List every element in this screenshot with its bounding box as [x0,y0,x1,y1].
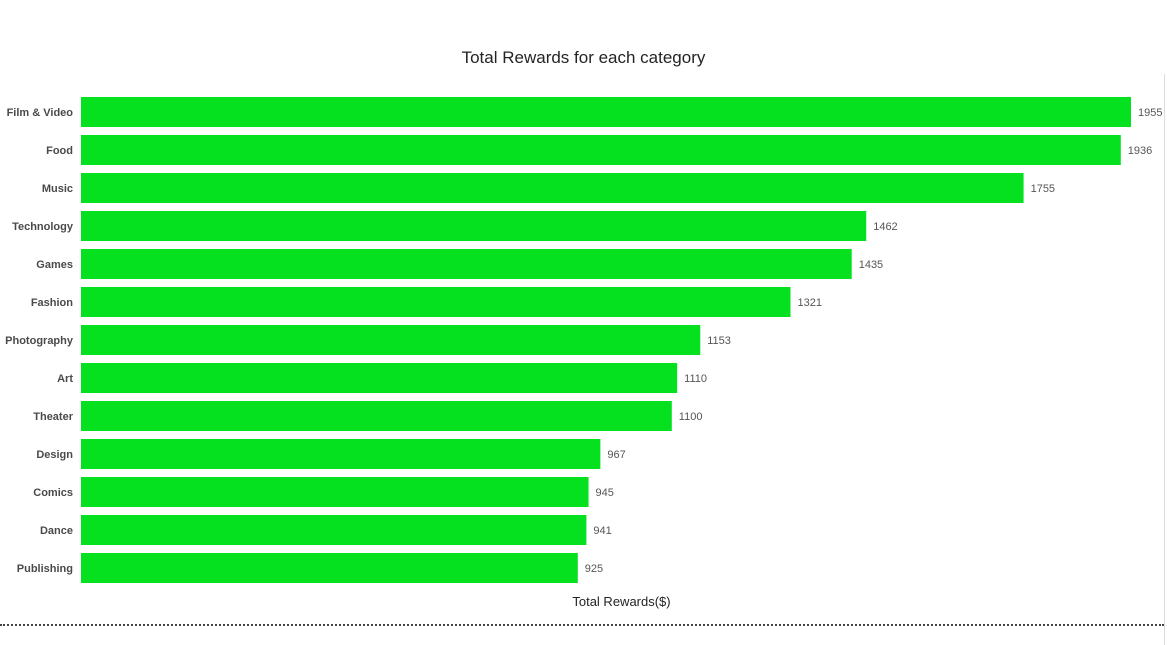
bar-fashion[interactable] [81,287,791,317]
data-label: 1755 [1031,183,1055,195]
bar-food[interactable] [81,135,1121,165]
bar-art[interactable] [81,363,678,393]
category-label: Theater [33,411,73,423]
bar-design[interactable] [81,439,601,469]
bar-film-video[interactable] [81,97,1131,127]
panel-edge [1164,74,1165,645]
bar-publishing[interactable] [81,553,578,583]
data-label: 1110 [684,373,707,385]
data-label: 1936 [1128,145,1152,157]
category-label: Publishing [17,563,73,575]
dotted-divider [0,624,1164,626]
category-label: Comics [33,487,73,499]
data-label: 1321 [797,297,821,309]
data-label: 925 [585,563,603,575]
data-label: 1100 [679,411,703,423]
bar-photography[interactable] [81,325,701,355]
data-label: 1153 [707,335,731,347]
category-label: Dance [40,525,73,537]
category-label: Photography [5,335,74,347]
x-axis-title: Total Rewards($) [572,594,671,609]
data-label: 1955 [1138,107,1162,119]
data-label: 1462 [873,221,897,233]
bar-technology[interactable] [81,211,867,241]
category-label: Design [36,449,73,461]
data-label: 1435 [859,259,883,271]
category-label: Music [42,183,73,195]
data-label: 945 [596,487,614,499]
category-label: Technology [12,221,74,233]
category-label: Games [36,259,73,271]
category-label: Fashion [31,297,73,309]
chart-title: Total Rewards for each category [461,48,706,67]
bar-music[interactable] [81,173,1024,203]
category-label: Film & Video [7,107,74,119]
category-label: Art [57,373,73,385]
bar-theater[interactable] [81,401,672,431]
data-label: 941 [593,525,611,537]
category-label: Food [46,145,73,157]
bar-games[interactable] [81,249,852,279]
bar-dance[interactable] [81,515,587,545]
bar-comics[interactable] [81,477,589,507]
data-label: 967 [607,449,625,461]
